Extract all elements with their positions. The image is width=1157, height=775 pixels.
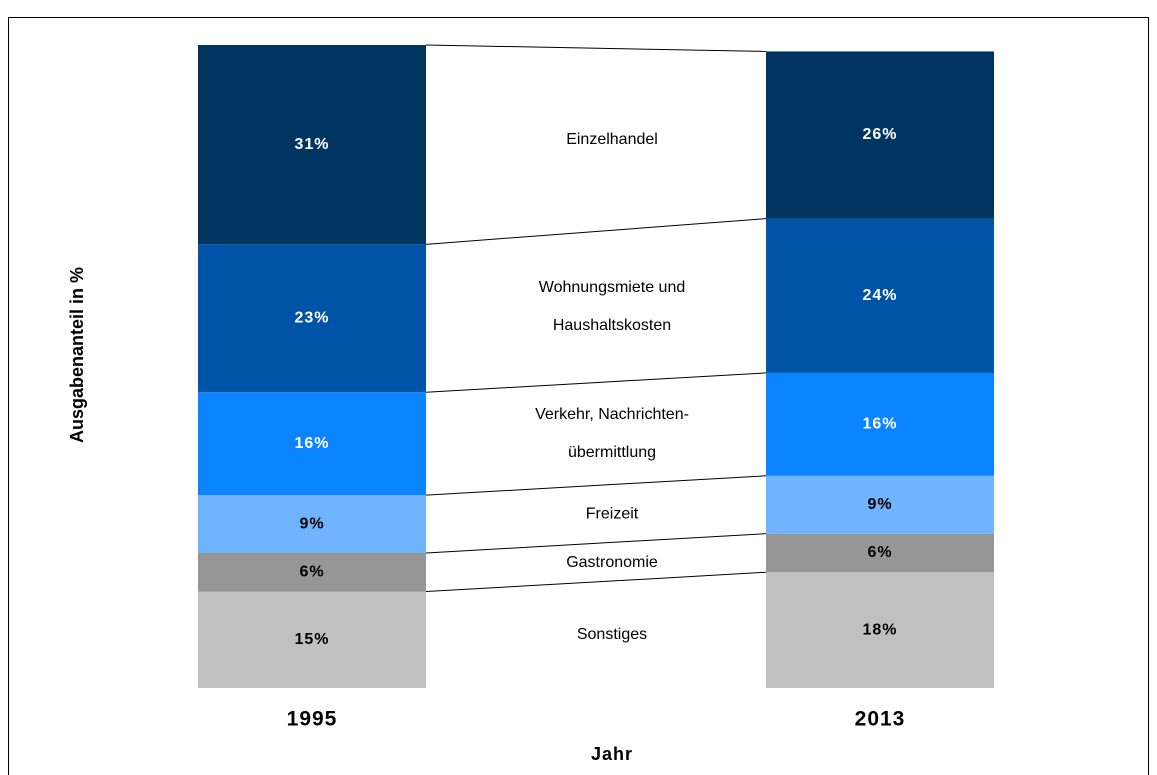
- x-tick-label: 1995: [287, 708, 338, 731]
- series-label: übermittlung: [568, 444, 656, 461]
- data-label: 16%: [862, 416, 897, 433]
- data-label: 9%: [299, 515, 324, 532]
- bar-segment: [198, 552, 426, 592]
- series-label: Haushaltskosten: [553, 317, 671, 334]
- bar-segment: [766, 572, 994, 688]
- bar-segment: [198, 244, 426, 393]
- bar-segment: [766, 372, 994, 476]
- bar-segment: [198, 591, 426, 688]
- bar-segment: [198, 392, 426, 496]
- y-axis-title: Ausgabenanteil in %: [67, 267, 87, 443]
- data-label: 18%: [862, 621, 897, 638]
- data-label: 24%: [862, 287, 897, 304]
- x-axis-title: Jahr: [591, 744, 633, 764]
- series-label: Gastronomie: [566, 554, 658, 571]
- series-label: Wohnungsmiete und: [539, 279, 685, 296]
- bar-segment: [766, 218, 994, 373]
- series-label: Sonstiges: [577, 626, 647, 643]
- data-label: 16%: [294, 435, 329, 452]
- bar-segment: [766, 533, 994, 573]
- series-label: Einzelhandel: [566, 131, 658, 148]
- series-label: Freizeit: [586, 506, 639, 523]
- data-label: 15%: [294, 631, 329, 648]
- bar-segment: [198, 495, 426, 553]
- connector-line: [425, 218, 767, 245]
- connector-line: [425, 44, 767, 52]
- data-label: 6%: [867, 544, 892, 561]
- x-tick-label: 2013: [855, 708, 906, 731]
- data-label: 9%: [867, 496, 892, 513]
- data-label: 23%: [294, 309, 329, 326]
- frame: [8, 17, 1149, 775]
- series-label: Verkehr, Nachrichten-: [535, 406, 689, 423]
- bar-segment: [766, 51, 994, 219]
- data-label: 6%: [299, 563, 324, 580]
- data-label: 26%: [862, 126, 897, 143]
- bar-segment: [198, 45, 426, 245]
- bar-segment: [766, 475, 994, 534]
- connector-line: [425, 372, 767, 393]
- connector-line: [425, 533, 767, 554]
- connector-line: [425, 475, 767, 496]
- data-label: 31%: [294, 136, 329, 153]
- connector-line: [425, 571, 767, 593]
